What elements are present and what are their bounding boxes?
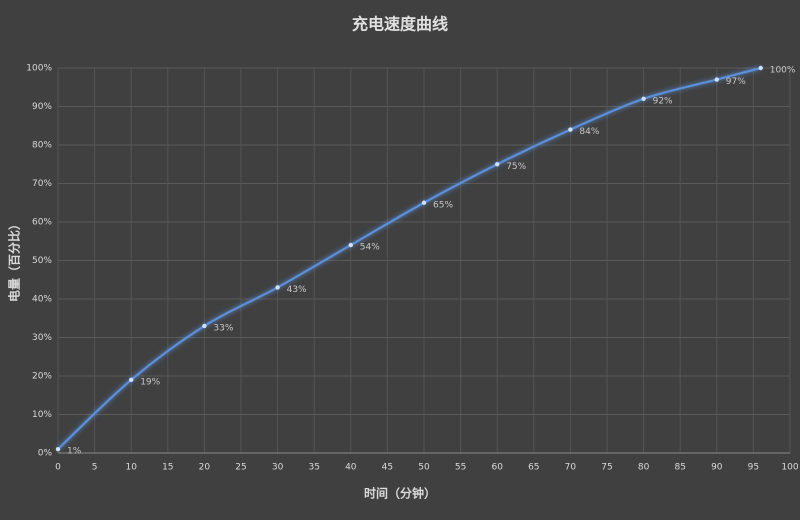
x-tick-label: 10 xyxy=(125,463,137,473)
grid xyxy=(57,67,791,454)
x-tick-label: 95 xyxy=(748,463,759,473)
data-label: 100% xyxy=(770,66,796,76)
data-point xyxy=(495,162,500,167)
x-tick-label: 30 xyxy=(272,463,284,473)
y-tick-label: 40% xyxy=(32,295,52,305)
data-point xyxy=(421,200,427,205)
x-tick-label: 55 xyxy=(455,463,466,473)
x-tick-label: 65 xyxy=(528,463,539,473)
y-tick-label: 50% xyxy=(32,256,52,266)
x-tick-label: 85 xyxy=(674,463,685,473)
x-tick-label: 0 xyxy=(55,463,61,473)
x-tick-label: 90 xyxy=(711,463,723,473)
data-point xyxy=(641,96,646,102)
data-point xyxy=(758,65,763,71)
x-tick-label: 70 xyxy=(565,463,577,473)
data-label: 19% xyxy=(140,377,160,387)
data-point xyxy=(55,446,61,452)
x-tick-label: 25 xyxy=(235,463,246,473)
data-label: 97% xyxy=(726,77,746,87)
data-label: 1% xyxy=(67,447,82,457)
x-tick-label: 40 xyxy=(345,463,357,473)
x-tick-label: 45 xyxy=(382,463,393,473)
data-label: 54% xyxy=(360,243,380,253)
data-label: 33% xyxy=(213,323,233,333)
data-label: 65% xyxy=(433,200,453,210)
x-tick-label: 75 xyxy=(601,463,612,473)
data-label: 43% xyxy=(287,285,307,295)
x-tick-label: 20 xyxy=(199,463,211,473)
data-label: 84% xyxy=(579,127,599,137)
x-tick-label: 60 xyxy=(491,463,503,473)
x-tick-label: 100 xyxy=(781,463,798,473)
y-axis-title: 电量（百分比） xyxy=(7,218,22,302)
y-tick-label: 100% xyxy=(26,64,52,74)
x-axis-title: 时间（分钟） xyxy=(364,486,436,501)
x-tick-label: 15 xyxy=(162,463,173,473)
y-tick-label: 0% xyxy=(38,449,53,459)
data-point xyxy=(714,77,719,82)
data-point xyxy=(348,242,353,248)
y-tick-label: 10% xyxy=(32,410,52,420)
data-point xyxy=(275,285,280,290)
y-tick-label: 90% xyxy=(32,102,52,112)
chart-title: 充电速度曲线 xyxy=(352,15,448,34)
x-tick-label: 35 xyxy=(308,463,319,473)
y-tick-label: 70% xyxy=(32,179,52,189)
y-tick-label: 20% xyxy=(32,372,52,382)
data-label: 75% xyxy=(506,162,526,172)
x-tick-label: 5 xyxy=(92,463,98,473)
series-line xyxy=(57,66,761,450)
x-tick-label: 80 xyxy=(638,463,650,473)
y-tick-label: 30% xyxy=(32,333,52,343)
data-point xyxy=(568,127,573,132)
data-point xyxy=(202,323,207,329)
x-tick-label: 50 xyxy=(418,463,430,473)
data-point xyxy=(129,377,134,383)
y-tick-label: 80% xyxy=(32,141,52,151)
y-tick-label: 60% xyxy=(32,218,52,228)
data-label: 92% xyxy=(653,96,673,106)
